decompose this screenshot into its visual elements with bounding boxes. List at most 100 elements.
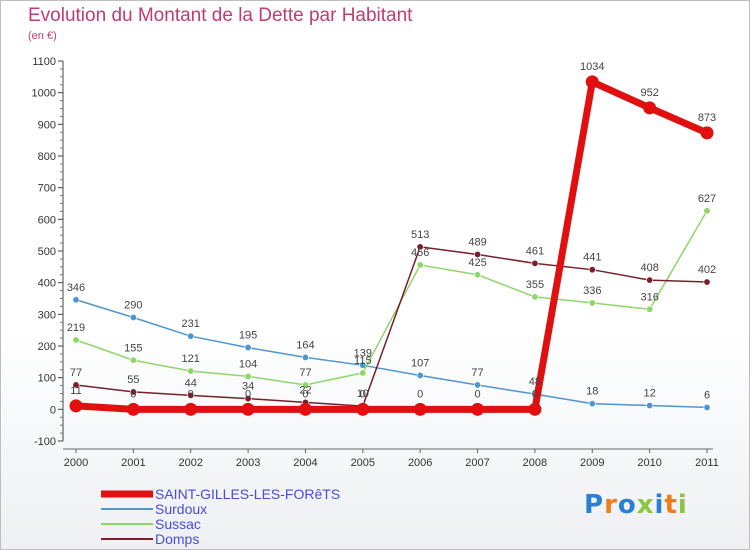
data-label: 55: [127, 374, 139, 386]
series-layer: [69, 75, 714, 416]
logo-letter: x: [636, 490, 655, 520]
data-point: [588, 266, 596, 274]
logo-letter: P: [584, 490, 605, 520]
data-label: 115: [354, 355, 372, 367]
data-label: 425: [468, 257, 486, 269]
y-tick-label: 0: [50, 404, 56, 416]
data-label: 952: [640, 87, 658, 99]
data-label: 18: [586, 386, 598, 398]
legend-label: Surdoux: [155, 501, 207, 517]
data-label: 77: [299, 367, 311, 379]
data-label: 34: [242, 381, 254, 393]
chart-unit: (en €): [28, 30, 57, 42]
axes: -100010020030040050060070080090010001100…: [32, 56, 719, 469]
x-tick-label: 2011: [695, 457, 719, 469]
data-label: 139: [354, 347, 372, 359]
data-label: 873: [698, 112, 716, 124]
series-line: [75, 210, 708, 386]
data-label: 107: [411, 357, 429, 369]
data-label: 12: [644, 388, 656, 400]
legend: SAINT-GILLES-LES-FORêTSSurdouxSussacDomp…: [101, 486, 340, 547]
data-label: 6: [704, 389, 710, 401]
data-point: [72, 336, 80, 344]
x-tick-label: 2007: [465, 457, 489, 469]
data-point: [474, 381, 482, 389]
legend-label: SAINT-GILLES-LES-FORêTS: [155, 486, 340, 502]
data-point: [646, 276, 654, 284]
x-tick-label: 2008: [523, 457, 547, 469]
data-point: [703, 403, 711, 411]
data-point: [72, 381, 80, 389]
data-label: 164: [296, 339, 314, 351]
data-point: [69, 399, 83, 413]
data-label: 195: [239, 330, 257, 342]
data-point: [585, 75, 599, 89]
data-point: [126, 402, 140, 416]
data-point: [356, 402, 370, 416]
data-point: [588, 400, 596, 408]
data-label: 155: [124, 342, 142, 354]
data-point: [298, 402, 312, 416]
y-tick-label: 800: [38, 151, 56, 163]
data-point: [700, 126, 714, 140]
data-point: [244, 344, 252, 352]
data-label: 456: [411, 247, 429, 259]
data-label: 11: [70, 385, 81, 397]
data-label: 48: [529, 376, 541, 388]
data-point: [646, 305, 654, 313]
data-label: 1034: [580, 61, 604, 73]
data-label: 121: [182, 353, 200, 365]
data-point: [416, 371, 424, 379]
data-label: 355: [526, 279, 544, 291]
data-label: 489: [468, 236, 486, 248]
y-tick-label: 600: [38, 214, 56, 226]
data-label: 77: [471, 367, 483, 379]
data-label: 0: [130, 388, 136, 400]
data-label: 441: [583, 252, 601, 264]
x-tick-label: 2005: [351, 457, 375, 469]
y-tick-label: 900: [38, 119, 56, 131]
data-label: 44: [185, 377, 197, 389]
data-label: 290: [124, 300, 142, 312]
y-tick-label: 700: [38, 183, 56, 195]
data-label: 346: [67, 282, 85, 294]
data-point: [129, 388, 137, 396]
data-point: [703, 207, 711, 215]
y-tick-label: 200: [38, 341, 56, 353]
data-label: 231: [182, 318, 200, 330]
x-tick-label: 2006: [408, 457, 432, 469]
legend-label: Sussac: [155, 516, 201, 532]
data-label: 0: [360, 388, 366, 400]
data-point: [244, 395, 252, 403]
data-label: 0: [532, 388, 538, 400]
series-line: [75, 299, 708, 409]
data-point: [129, 356, 137, 364]
x-tick-label: 2002: [178, 457, 202, 469]
data-label: 0: [245, 388, 251, 400]
data-label: 336: [583, 285, 601, 297]
data-point: [474, 271, 482, 279]
data-point: [184, 402, 198, 416]
data-point: [72, 296, 80, 304]
data-point: [359, 369, 367, 377]
data-label: 0: [302, 388, 308, 400]
data-point: [531, 259, 539, 267]
data-point: [301, 381, 309, 389]
data-point: [244, 372, 252, 380]
data-label: 627: [698, 193, 716, 205]
data-label: 316: [640, 291, 658, 303]
data-label: 77: [70, 367, 82, 379]
data-point: [531, 293, 539, 301]
data-label: 402: [698, 264, 716, 276]
data-point: [241, 402, 255, 416]
y-tick-label: 1000: [32, 88, 56, 100]
data-point: [413, 402, 427, 416]
y-tick-label: 1100: [32, 56, 56, 68]
data-label: 461: [526, 245, 544, 257]
x-tick-label: 2004: [293, 457, 317, 469]
data-label: 408: [640, 262, 658, 274]
data-point: [646, 402, 654, 410]
x-tick-label: 2001: [121, 457, 145, 469]
y-tick-label: 300: [38, 309, 56, 321]
